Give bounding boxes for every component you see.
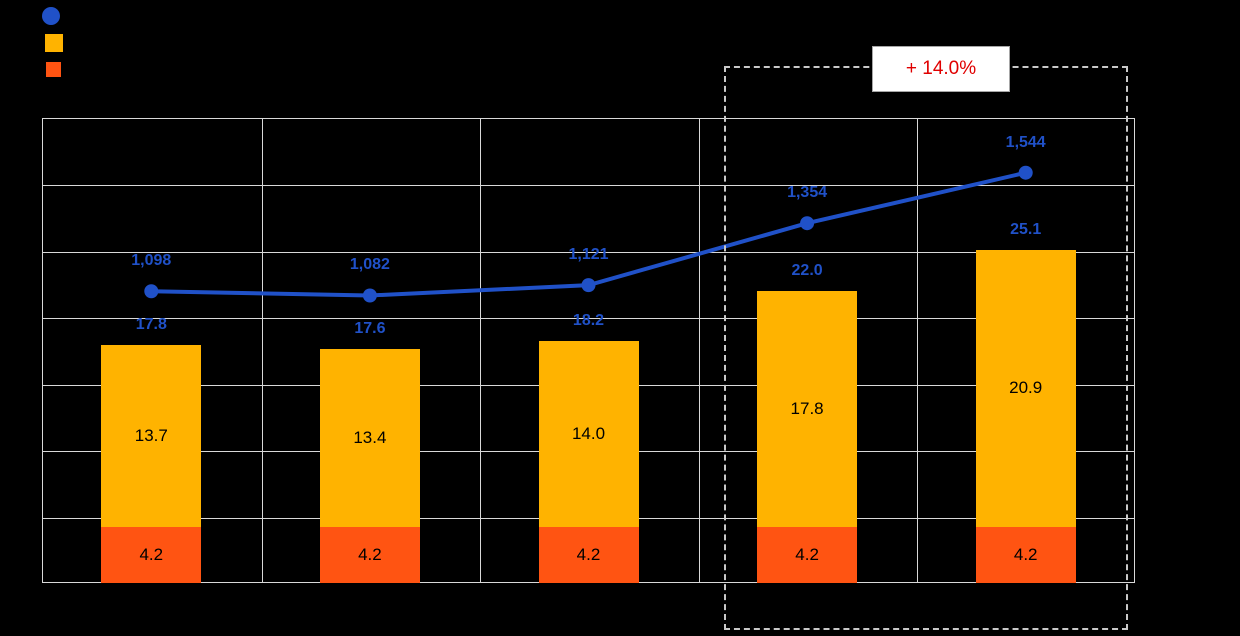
gridline-vertical	[698, 119, 700, 582]
bar-segment-bottom-label: 4.2	[1013, 545, 1038, 565]
bar-segment-bottom-label: 4.2	[358, 545, 382, 565]
bar-segment-top-label: 17.8	[790, 398, 824, 418]
bar-total-label: 17.6	[354, 320, 386, 338]
bar-segment-bottom-label: 4.2	[795, 545, 819, 565]
bar-segment-bottom	[538, 527, 639, 583]
bar-segment-top-label: 20.9	[1009, 378, 1043, 398]
growth-annotation-text: + 14.0%	[905, 58, 977, 79]
line-point-label: 1,544	[1005, 133, 1046, 151]
bar-segment-top	[319, 349, 420, 528]
bar-segment-top-label: 13.7	[134, 426, 168, 446]
gridline-vertical	[480, 119, 482, 582]
bar-segment-top	[538, 341, 639, 528]
bar-segment-bottom	[319, 527, 420, 583]
gridline-vertical	[261, 119, 263, 582]
bar-segment-bottom-label: 4.2	[139, 545, 164, 565]
line-point-label: 1,082	[349, 256, 390, 274]
gridline-vertical	[917, 119, 919, 582]
bar-bottom-series-swatch	[46, 62, 61, 77]
bar-segment-bottom	[975, 527, 1076, 583]
line-series-swatch	[42, 7, 60, 25]
bar-segment-bottom	[757, 527, 858, 583]
bar-segment-bottom-label: 4.2	[576, 545, 601, 565]
bar-total-label: 18.2	[572, 312, 605, 330]
bar-top-series-swatch	[45, 34, 63, 52]
bar-segment-top-label: 13.4	[353, 428, 387, 448]
highlight-region	[724, 66, 1128, 630]
bar-total-label: 17.8	[135, 316, 167, 334]
bar-segment-top	[101, 345, 202, 528]
bar-segment-top	[757, 290, 858, 528]
bar-segment-bottom	[101, 527, 202, 583]
gridline-horizontal	[43, 318, 1134, 320]
growth-annotation: + 14.0%	[872, 46, 1010, 92]
line-point-label: 1,098	[131, 252, 172, 270]
line-point-label: 1,121	[568, 246, 609, 264]
bar-segment-top-label: 14.0	[571, 424, 606, 444]
